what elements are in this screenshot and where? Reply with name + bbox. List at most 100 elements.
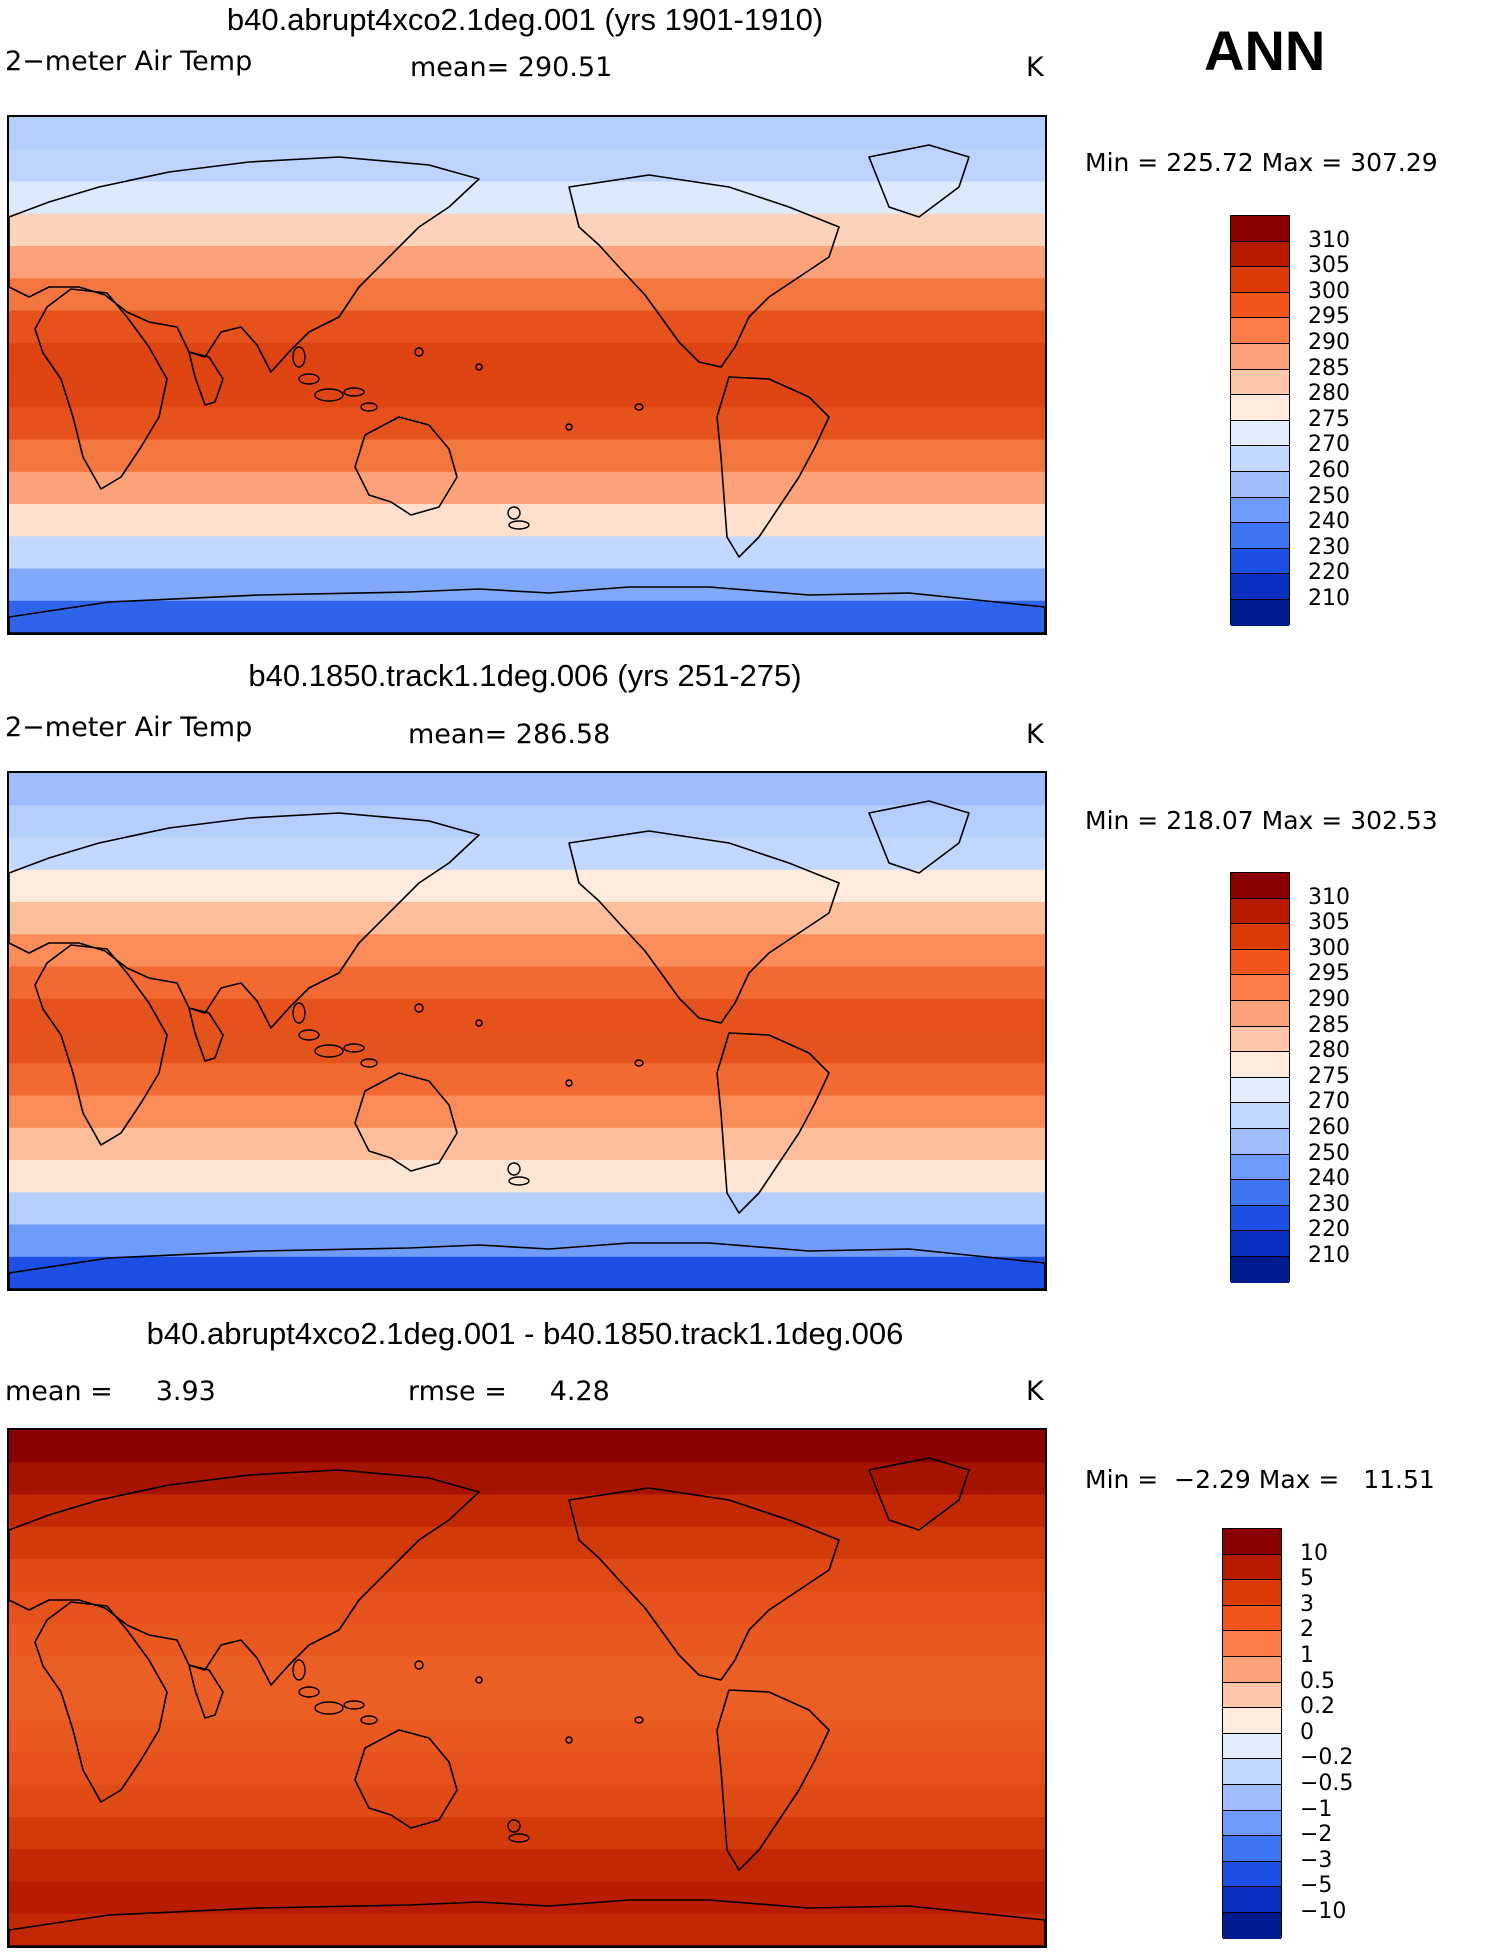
island-outline xyxy=(298,373,320,385)
panel3-max-label: Max = xyxy=(1258,1465,1340,1494)
colorbar-swatch xyxy=(1231,898,1289,925)
colorbar-box xyxy=(1230,215,1290,626)
colorbar-swatch xyxy=(1231,1231,1289,1257)
lat-band xyxy=(9,1881,1045,1915)
lat-band xyxy=(9,1591,1045,1625)
lat-band xyxy=(9,1688,1045,1722)
colorbar-label: 0 xyxy=(1300,1719,1314,1745)
island-outline xyxy=(314,1044,344,1058)
colorbar-swatch xyxy=(1231,292,1289,319)
colorbar-label: 275 xyxy=(1308,1063,1350,1089)
lat-band xyxy=(9,504,1045,538)
colorbar-box xyxy=(1230,872,1290,1283)
colorbar-label: 305 xyxy=(1308,910,1350,936)
lat-band xyxy=(9,869,1045,904)
coastline xyxy=(568,1487,840,1681)
panel2-stat1-value: 286.58 xyxy=(515,719,611,750)
colorbar-swatch xyxy=(1231,1103,1289,1129)
island-outline xyxy=(292,346,306,368)
panel3-stat1-label: mean = xyxy=(5,1376,113,1407)
coastline xyxy=(868,800,970,874)
lat-band xyxy=(9,1160,1045,1194)
colorbar-swatch xyxy=(1231,949,1289,976)
island-outline xyxy=(507,506,521,520)
colorbar-label: 280 xyxy=(1308,381,1350,407)
coastline xyxy=(188,1007,224,1062)
lat-band xyxy=(9,1256,1045,1289)
island-outline xyxy=(508,520,530,530)
panel1-variable: 2−meter Air Temp xyxy=(5,46,253,77)
colorbar-label: 1 xyxy=(1300,1643,1314,1668)
colorbar-swatch xyxy=(1231,574,1289,600)
colorbar-swatch xyxy=(1223,1861,1281,1888)
lat-band xyxy=(9,536,1045,570)
colorbar-swatch xyxy=(1223,1785,1281,1811)
island-outline xyxy=(475,363,483,371)
panel1-title: b40.abrupt4xco2.1deg.001 (yrs 1901-1910) xyxy=(226,2,824,37)
lat-band xyxy=(9,1494,1045,1528)
lat-band xyxy=(9,1752,1045,1786)
coastline xyxy=(868,144,970,218)
coastline xyxy=(868,1457,970,1531)
island-outline xyxy=(343,1700,365,1710)
colorbar-swatch xyxy=(1231,1154,1289,1181)
colorbar-box xyxy=(1222,1528,1282,1939)
panel1-max-label: Max = xyxy=(1261,148,1343,177)
lat-band xyxy=(9,1430,1045,1464)
panel2-min-label: Min = xyxy=(1085,806,1159,835)
panel3-stat1: mean = 3.93 xyxy=(5,1376,216,1407)
lat-band xyxy=(9,1623,1045,1657)
island-outline xyxy=(414,347,424,357)
colorbar-label: −5 xyxy=(1300,1873,1333,1899)
island-outline xyxy=(292,1659,306,1681)
panel1-stat1-label: mean= xyxy=(410,52,510,83)
colorbar-swatch xyxy=(1223,1631,1281,1657)
lat-band xyxy=(9,439,1045,473)
island-outline xyxy=(508,1833,530,1843)
island-outline xyxy=(414,1003,424,1013)
island-outline xyxy=(565,423,573,431)
panel1-minmax: Min = 225.72 Max = 307.29 xyxy=(1085,148,1438,177)
panel3-minmax: Min = −2.29 Max = 11.51 xyxy=(1085,1465,1435,1494)
coastline xyxy=(188,351,224,406)
colorbar-swatch xyxy=(1231,1026,1289,1053)
panel3-units: K xyxy=(1026,1376,1044,1407)
island-outline xyxy=(508,1176,530,1186)
colorbar-label: 3 xyxy=(1300,1591,1314,1617)
colorbar-swatch xyxy=(1231,497,1289,524)
lat-band xyxy=(9,966,1045,1000)
panel3-stat2: rmse = 4.28 xyxy=(408,1376,610,1407)
lat-band xyxy=(9,1095,1045,1129)
panel3-stat2-value: 4.28 xyxy=(549,1376,610,1407)
colorbar-label: 275 xyxy=(1308,406,1350,432)
lat-band xyxy=(9,1817,1045,1851)
colorbar-swatch xyxy=(1231,924,1289,950)
island-outline xyxy=(475,1019,483,1027)
island-outline xyxy=(298,1686,320,1698)
colorbar-swatch xyxy=(1223,1682,1281,1709)
colorbar-label: 2 xyxy=(1300,1617,1314,1643)
colorbar-label: −0.5 xyxy=(1300,1771,1354,1796)
panel3-map xyxy=(7,1428,1047,1948)
panel3-title: b40.abrupt4xco2.1deg.001 - b40.1850.trac… xyxy=(146,1316,904,1351)
colorbar-swatch xyxy=(1223,1529,1281,1555)
panel1-max-value: 307.29 xyxy=(1350,148,1438,177)
island-outline xyxy=(360,402,378,412)
panel3-min-label: Min = xyxy=(1085,1465,1159,1494)
colorbar-swatch xyxy=(1231,267,1289,293)
island-outline xyxy=(634,1716,644,1724)
island-outline xyxy=(414,1660,424,1670)
colorbar-swatch xyxy=(1223,1810,1281,1837)
colorbar-swatch xyxy=(1231,975,1289,1001)
colorbar-swatch xyxy=(1231,344,1289,370)
island-outline xyxy=(360,1058,378,1068)
colorbar-swatch xyxy=(1231,873,1289,899)
colorbar-label: 240 xyxy=(1308,509,1350,535)
panel1-stat1-value: 290.51 xyxy=(517,52,613,83)
colorbar-label: 260 xyxy=(1308,458,1350,483)
lat-band xyxy=(9,1784,1045,1819)
island-outline xyxy=(292,1002,306,1024)
colorbar-swatch xyxy=(1223,1887,1281,1913)
island-outline xyxy=(634,1059,644,1067)
coastline xyxy=(9,1469,480,1686)
